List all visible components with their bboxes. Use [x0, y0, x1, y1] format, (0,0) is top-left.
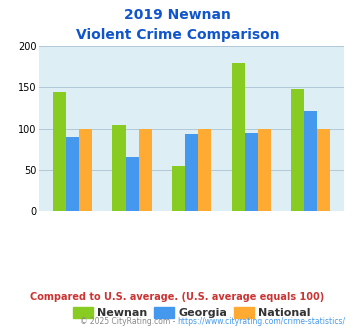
- Bar: [53, 91, 66, 211]
- Bar: [172, 166, 185, 211]
- Text: © 2025 CityRating.com -: © 2025 CityRating.com -: [80, 317, 178, 326]
- Bar: [231, 63, 245, 211]
- Bar: [139, 129, 152, 211]
- Text: Compared to U.S. average. (U.S. average equals 100): Compared to U.S. average. (U.S. average …: [31, 292, 324, 302]
- Bar: [258, 129, 271, 211]
- Bar: [66, 137, 79, 211]
- Text: 2019 Newnan: 2019 Newnan: [124, 8, 231, 22]
- Text: https://www.cityrating.com/crime-statistics/: https://www.cityrating.com/crime-statist…: [178, 317, 346, 326]
- Bar: [113, 124, 126, 211]
- Bar: [185, 135, 198, 211]
- Legend: Newnan, Georgia, National: Newnan, Georgia, National: [68, 303, 315, 322]
- Bar: [291, 89, 304, 211]
- Bar: [126, 157, 139, 211]
- Bar: [304, 111, 317, 211]
- Bar: [198, 129, 211, 211]
- Bar: [79, 129, 92, 211]
- Bar: [317, 129, 331, 211]
- Text: Violent Crime Comparison: Violent Crime Comparison: [76, 28, 279, 42]
- Bar: [245, 133, 258, 211]
